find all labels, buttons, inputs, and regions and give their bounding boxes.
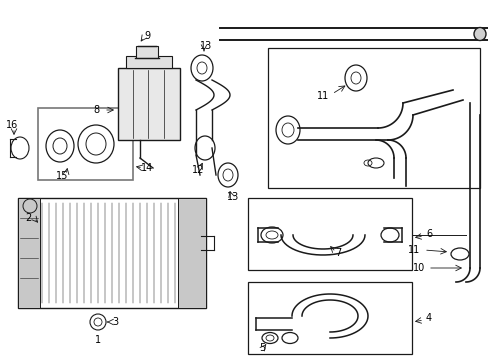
Text: 6: 6 — [425, 229, 431, 239]
Text: 2: 2 — [25, 213, 31, 223]
Text: 3: 3 — [112, 317, 118, 327]
Text: 13: 13 — [226, 192, 239, 202]
Bar — [118, 68, 180, 140]
Text: 13: 13 — [200, 41, 212, 51]
Text: 9: 9 — [143, 31, 150, 41]
Bar — [267, 48, 479, 188]
Bar — [18, 198, 205, 308]
Text: 15: 15 — [56, 171, 68, 181]
Text: 10: 10 — [412, 263, 424, 273]
Text: 8: 8 — [94, 105, 100, 115]
Ellipse shape — [473, 27, 485, 40]
Text: 4: 4 — [425, 313, 431, 323]
Text: 11: 11 — [316, 91, 328, 101]
Text: 1: 1 — [95, 335, 101, 345]
Bar — [126, 56, 172, 68]
Bar — [38, 108, 133, 180]
Text: 5: 5 — [258, 343, 264, 353]
Bar — [247, 198, 411, 270]
Bar — [136, 46, 158, 58]
Bar — [247, 282, 411, 354]
Text: 7: 7 — [334, 248, 341, 258]
Text: 11: 11 — [407, 245, 419, 255]
Text: 14: 14 — [141, 163, 153, 173]
Text: 16: 16 — [6, 120, 18, 130]
Bar — [178, 198, 205, 308]
Bar — [18, 198, 40, 308]
Text: 12: 12 — [191, 165, 204, 175]
